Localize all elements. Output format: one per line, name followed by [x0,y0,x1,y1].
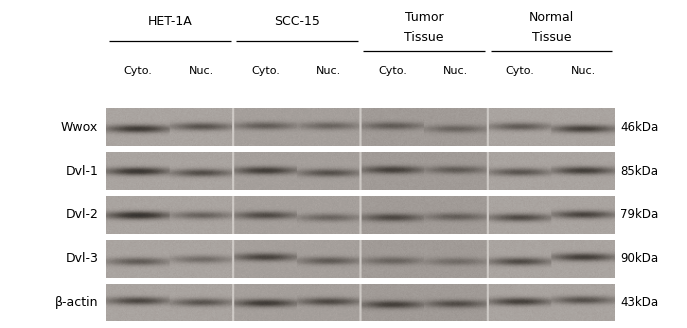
Text: Nuc.: Nuc. [443,66,469,75]
Text: 85kDa: 85kDa [620,165,658,177]
Text: Cyto.: Cyto. [378,66,407,75]
Text: Wwox: Wwox [61,121,98,134]
Text: Dvl-2: Dvl-2 [65,208,98,221]
Text: SCC-15: SCC-15 [274,15,320,28]
Text: 79kDa: 79kDa [620,208,659,221]
Text: HET-1A: HET-1A [148,15,192,28]
Text: Cyto.: Cyto. [251,66,280,75]
Text: Dvl-1: Dvl-1 [65,165,98,177]
Text: Nuc.: Nuc. [570,66,596,75]
Text: Nuc.: Nuc. [316,66,341,75]
Text: Dvl-3: Dvl-3 [65,252,98,265]
Text: Tissue: Tissue [405,31,444,44]
Text: Cyto.: Cyto. [505,66,534,75]
Text: Tumor: Tumor [405,11,444,25]
Text: β-actin: β-actin [55,296,98,309]
Text: 90kDa: 90kDa [620,252,658,265]
Text: Cyto.: Cyto. [124,66,153,75]
Text: Tissue: Tissue [532,31,571,44]
Text: 46kDa: 46kDa [620,121,659,134]
Text: Normal: Normal [529,11,574,25]
Text: Nuc.: Nuc. [189,66,214,75]
Text: 43kDa: 43kDa [620,296,658,309]
